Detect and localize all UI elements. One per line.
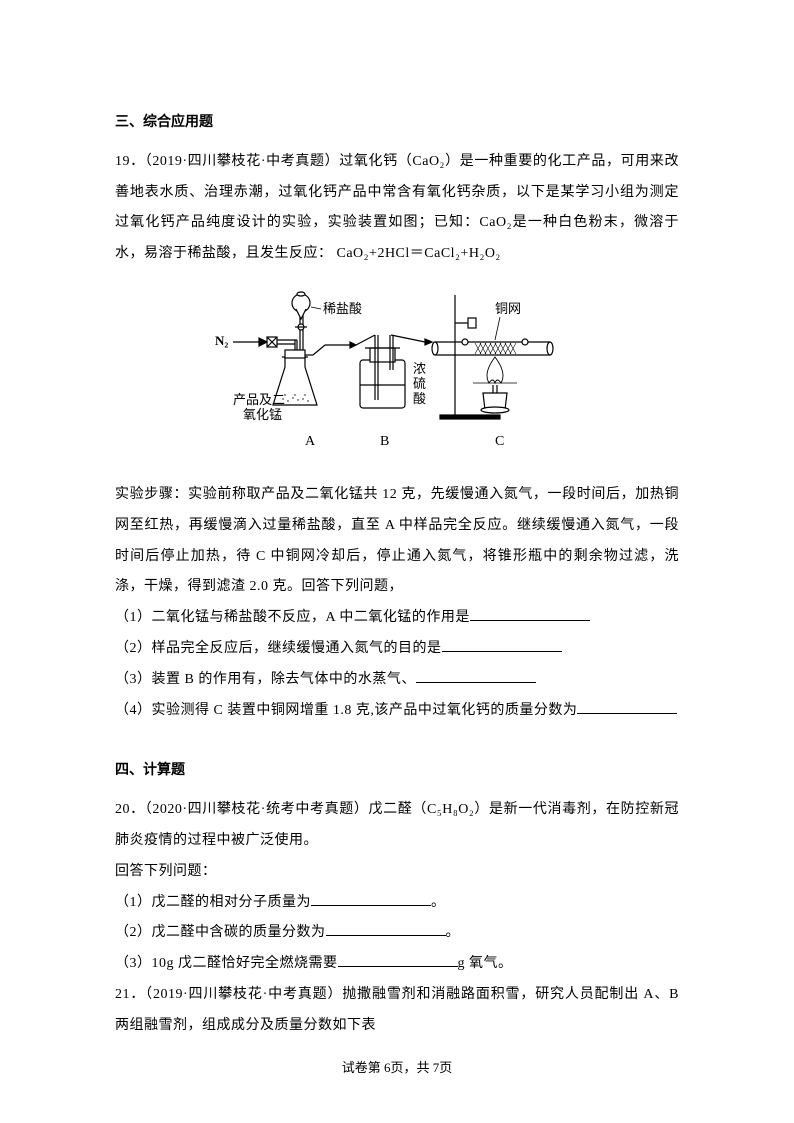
diagram-h2so4-3: 酸 [413,391,426,406]
q20-sub1-blank [311,892,431,906]
q20-sub2-blank [326,922,446,936]
experiment-diagram: N₂ [115,285,679,465]
q19-sub1-blank [470,607,590,621]
q20-intro: 20．（2020·四川攀枝花·统考中考真题）戊二醛（C₅H₈O₂）是新一代消毒剂… [115,795,679,857]
q19-sub1: （1）二氧化锰与稀盐酸不反应，A 中二氧化锰的作用是 [115,603,679,634]
diagram-hcl-label: 稀盐酸 [323,301,362,316]
q20-sub3a-text: （3）10g 戊二醛恰好完全燃烧需要 [115,956,338,971]
diagram-b-label: B [380,434,389,449]
diagram-h2so4-1: 浓 [413,361,426,376]
q21-intro: 21．（2019·四川攀枝花·中考真题）抛撒融雪剂和消融路面积雪，研究人员配制出… [115,980,679,1042]
diagram-n2-label: N₂ [215,333,228,348]
q20-sub2-text: （2）戊二醛中含碳的质量分数为 [115,925,326,940]
q19-sub4: （4）实验测得 C 装置中铜网增重 1.8 克,该产品中过氧化钙的质量分数为 [115,696,679,727]
q19-sub2: （2）样品完全反应后，继续缓慢通入氮气的目的是 [115,634,679,665]
diagram-product-2: 氧化锰 [243,407,282,422]
q20-sub1: （1）戊二醛的相对分子质量为 。 [115,888,679,919]
q20-sub1-text: （1）戊二醛的相对分子质量为 [115,895,311,910]
section-3-title: 三、综合应用题 [115,108,679,139]
q19-steps: 实验步骤：实验前称取产品及二氧化锰共 12 克，先缓慢通入氮气，一段时间后，加热… [115,480,679,603]
q20-answer-prompt: 回答下列问题： [115,857,679,888]
q19-sub3: （3）装置 B 的作用有，除去气体中的水蒸气、 [115,665,679,696]
diagram-c-label: C [495,434,504,449]
section-4-title: 四、计算题 [115,756,679,787]
q19-sub2-blank [442,638,562,652]
diagram-a-label: A [305,434,316,449]
q20-sub3: （3）10g 戊二醛恰好完全燃烧需要 g 氧气。 [115,949,679,980]
q19-intro: 19．（2019·四川攀枝花·中考真题）过氧化钙（CaO₂）是一种重要的化工产品… [115,147,679,270]
diagram-copper-label: 铜网 [495,301,521,316]
q20-sub3-blank [338,953,458,967]
q19-sub2-text: （2）样品完全反应后，继续缓慢通入氮气的目的是 [115,641,442,656]
q19-sub1-text: （1）二氧化锰与稀盐酸不反应，A 中二氧化锰的作用是 [115,610,470,625]
q19-sub4-text: （4）实验测得 C 装置中铜网增重 1.8 克,该产品中过氧化钙的质量分数为 [115,703,577,718]
diagram-h2so4-2: 硫 [413,376,426,391]
q20-sub3b-text: g 氧气。 [458,956,513,971]
q19-sub3-blank [416,669,536,683]
diagram-product-1: 产品及二 [233,392,285,407]
q19-sub4-blank [577,700,677,714]
page-footer: 试卷第 6页，共 7页 [0,1054,794,1083]
q20-sub2-period: 。 [446,925,460,940]
q20-sub2: （2）戊二醛中含碳的质量分数为 。 [115,918,679,949]
q19-sub3-text: （3）装置 B 的作用有，除去气体中的水蒸气、 [115,672,416,687]
q20-sub1-period: 。 [431,895,445,910]
